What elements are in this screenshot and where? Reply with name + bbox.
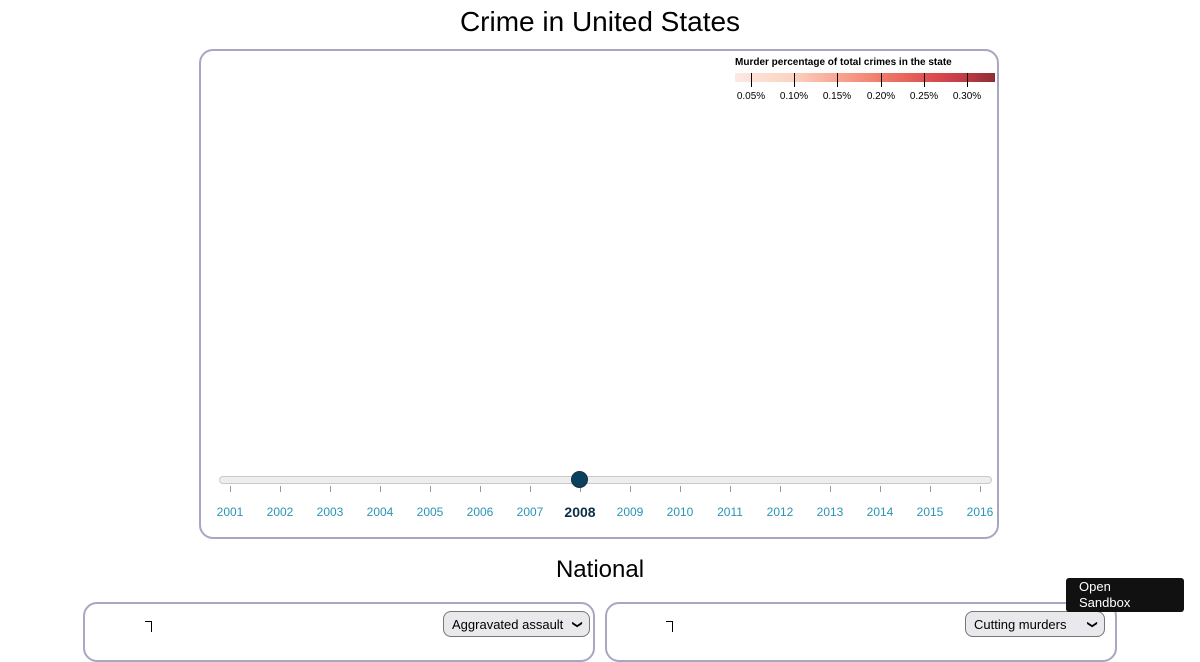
legend-tick [794, 73, 795, 87]
year-tick [230, 486, 231, 492]
year-label-2003[interactable]: 2003 [316, 505, 344, 519]
year-label-2013[interactable]: 2013 [816, 505, 844, 519]
chevron-down-icon: ❯ [1086, 619, 1098, 629]
national-section-title: National [555, 556, 645, 583]
year-tick [430, 486, 431, 492]
crime-type-select[interactable]: Aggravated assault ❯ [443, 611, 590, 637]
legend-tick [881, 73, 882, 87]
year-label-2002[interactable]: 2002 [266, 505, 294, 519]
year-tick [580, 486, 581, 492]
legend-tick [967, 73, 968, 87]
year-label-2008[interactable]: 2008 [564, 504, 596, 520]
year-tick [930, 486, 931, 492]
year-label-2009[interactable]: 2009 [616, 505, 644, 519]
year-slider-handle[interactable] [571, 471, 588, 488]
legend-gradient-bar [735, 73, 995, 82]
year-tick [480, 486, 481, 492]
year-tick [380, 486, 381, 492]
legend-tick [751, 73, 752, 87]
year-label-2012[interactable]: 2012 [766, 505, 794, 519]
year-tick [980, 486, 981, 492]
open-sandbox-button[interactable]: Open Sandbox [1066, 578, 1184, 612]
chart-axis-corner [666, 621, 673, 632]
legend-label: 0.15% [822, 91, 852, 102]
year-label-2007[interactable]: 2007 [516, 505, 544, 519]
legend-label: 0.05% [736, 91, 766, 102]
year-label-2010[interactable]: 2010 [666, 505, 694, 519]
year-label-2006[interactable]: 2006 [466, 505, 494, 519]
map-panel [199, 49, 999, 539]
national-left-panel: Aggravated assault ❯ [83, 602, 595, 662]
year-tick [280, 486, 281, 492]
year-label-2001[interactable]: 2001 [216, 505, 244, 519]
chart-axis-corner [145, 621, 152, 632]
year-label-2004[interactable]: 2004 [366, 505, 394, 519]
year-slider-track[interactable] [219, 476, 992, 484]
legend-label: 0.10% [779, 91, 809, 102]
year-tick [830, 486, 831, 492]
year-tick [880, 486, 881, 492]
year-tick [330, 486, 331, 492]
national-right-panel: Cutting murders ❯ [605, 602, 1117, 662]
year-tick [780, 486, 781, 492]
legend-label: 0.20% [866, 91, 896, 102]
sandbox-label-line2: Sandbox [1079, 595, 1131, 610]
page-title: Crime in United States [459, 6, 741, 37]
legend-tick [924, 73, 925, 87]
year-label-2015[interactable]: 2015 [916, 505, 944, 519]
year-tick [630, 486, 631, 492]
sandbox-label-line1: Open [1079, 579, 1111, 594]
legend-label: 0.30% [952, 91, 982, 102]
year-tick [530, 486, 531, 492]
legend-tick [837, 73, 838, 87]
year-label-2014[interactable]: 2014 [866, 505, 894, 519]
color-legend: Murder percentage of total crimes in the… [735, 57, 997, 102]
murder-type-select-value: Cutting murders [974, 616, 1067, 632]
crime-type-select-value: Aggravated assault [452, 616, 564, 632]
year-label-2005[interactable]: 2005 [416, 505, 444, 519]
legend-label: 0.25% [909, 91, 939, 102]
murder-type-select[interactable]: Cutting murders ❯ [965, 611, 1105, 637]
year-label-2011[interactable]: 2011 [717, 505, 743, 519]
chevron-down-icon: ❯ [571, 619, 583, 629]
year-tick [680, 486, 681, 492]
year-tick [730, 486, 731, 492]
legend-title: Murder percentage of total crimes in the… [735, 57, 952, 68]
year-label-2016[interactable]: 2016 [966, 505, 994, 519]
